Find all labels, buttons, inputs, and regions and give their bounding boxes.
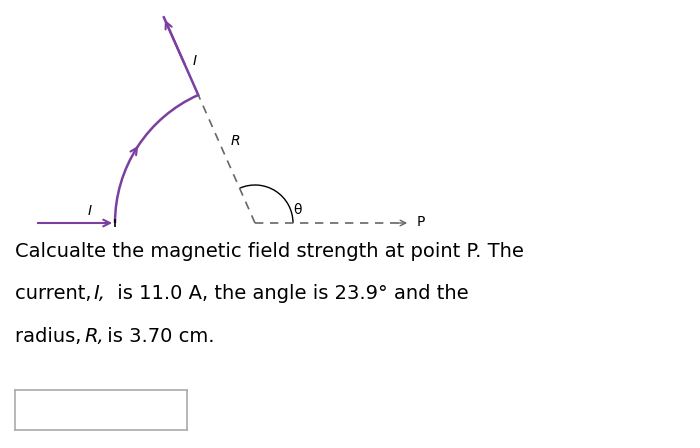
Text: Calcualte the magnetic field strength at point P. The: Calcualte the magnetic field strength at… xyxy=(15,242,524,261)
Text: radius,: radius, xyxy=(15,327,88,346)
Text: current,: current, xyxy=(15,284,98,303)
Text: R,: R, xyxy=(84,327,104,346)
Text: I: I xyxy=(193,54,197,68)
Text: P: P xyxy=(417,215,426,229)
Text: is 3.70 cm.: is 3.70 cm. xyxy=(101,327,214,346)
Text: θ: θ xyxy=(293,203,301,217)
Text: is 11.0 A, the angle is 23.9° and the: is 11.0 A, the angle is 23.9° and the xyxy=(111,284,468,303)
Text: I,: I, xyxy=(94,284,106,303)
Text: I: I xyxy=(88,204,92,218)
Text: R: R xyxy=(230,134,240,148)
